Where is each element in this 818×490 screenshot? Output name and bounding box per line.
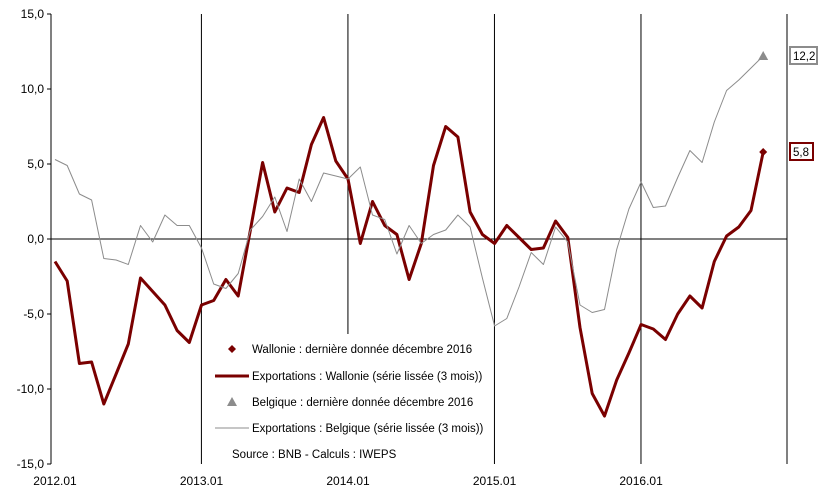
legend-label: Exportations : Wallonie (série lissée (3… [252,371,482,383]
last-point-label-box [789,142,814,161]
y-tick-label: 5,0 [27,157,44,171]
x-tick-label: 2015.01 [473,474,517,488]
y-tick-label: 10,0 [21,82,45,96]
legend-label: Belgique : dernière donnée décembre 2016 [252,397,473,409]
x-tick-label: 2013.01 [180,474,224,488]
last-point-markers: 5,8 12,2 [758,46,818,161]
legend-box [214,334,482,464]
legend: Wallonie : dernière donnée décembre 2016… [215,344,484,461]
source-note: Source : BNB - Calculs : IWEPS [232,449,397,461]
y-tick-label: 0,0 [27,232,44,246]
x-tick-label: 2014.01 [326,474,370,488]
last-point-triangle [758,51,769,60]
last-point-label: 5,8 [793,147,809,159]
y-tick-label: -15,0 [17,457,45,471]
last-point-label: 12,2 [793,51,815,63]
y-axis-ticks: 15,0 10,0 5,0 0,0 -5,0 -10,0 -15,0 [17,7,51,471]
last-point-label-box [789,46,818,65]
legend-label: Wallonie : dernière donnée décembre 2016 [252,344,472,356]
y-tick-label: -5,0 [23,307,44,321]
legend-triangle-icon [227,397,237,406]
last-point-diamond [759,148,768,156]
x-tick-label: 2016.01 [619,474,663,488]
legend-background [214,334,482,464]
legend-label: Exportations : Belgique (série lissée (3… [252,423,484,435]
y-tick-label: -10,0 [17,382,45,396]
series-line-wallonie [53,116,765,418]
legend-diamond-icon [228,345,236,353]
x-axis-ticks: 2012.01 2013.01 2014.01 2015.01 2016.01 [33,474,663,488]
x-tick-label: 2012.01 [33,474,77,488]
series-line-belgique [54,55,764,327]
series [53,55,765,418]
y-tick-label: 15,0 [21,7,45,21]
